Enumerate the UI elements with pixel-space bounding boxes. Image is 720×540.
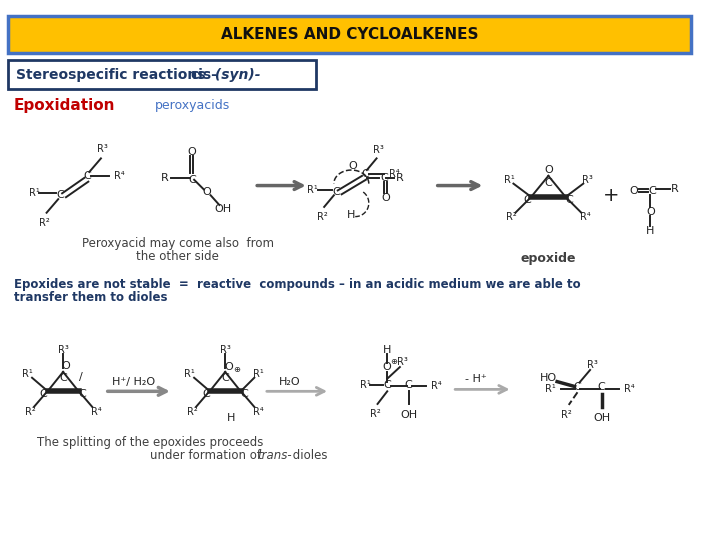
Text: Epoxidation: Epoxidation [14, 98, 115, 112]
Text: R⁴: R⁴ [390, 169, 400, 179]
Text: O: O [544, 165, 553, 175]
Text: O: O [202, 187, 211, 197]
Text: O: O [348, 161, 356, 171]
Text: C: C [221, 373, 229, 383]
Text: R⁴: R⁴ [431, 381, 441, 391]
Text: ALKENES AND CYCLOALKENES: ALKENES AND CYCLOALKENES [220, 26, 478, 42]
Text: R¹: R¹ [253, 369, 264, 379]
Text: R²: R² [317, 212, 328, 222]
Text: C: C [56, 190, 64, 200]
Text: C: C [361, 169, 369, 179]
Text: OH: OH [593, 413, 611, 423]
Text: R: R [161, 173, 169, 183]
Text: R¹: R¹ [504, 175, 515, 185]
Text: C: C [59, 373, 67, 383]
Text: C: C [380, 173, 388, 183]
Text: C: C [240, 389, 248, 399]
Text: R⁴: R⁴ [91, 407, 102, 417]
Text: peroxyacids: peroxyacids [156, 98, 230, 111]
Text: ⊕: ⊕ [390, 357, 397, 366]
Text: - H⁺: - H⁺ [464, 374, 487, 384]
Text: Peroxyacid may come also  from: Peroxyacid may come also from [81, 237, 274, 251]
Text: R¹: R¹ [22, 369, 32, 379]
Text: R¹: R¹ [184, 369, 194, 379]
Text: epoxide: epoxide [521, 252, 576, 265]
Text: R¹: R¹ [545, 384, 556, 394]
Text: C: C [523, 195, 531, 205]
Text: C: C [574, 382, 581, 393]
Text: H: H [227, 414, 235, 423]
Text: the other side: the other side [136, 250, 219, 263]
Text: O: O [629, 186, 638, 197]
Text: H: H [383, 345, 392, 355]
Text: C: C [189, 175, 196, 185]
Text: R²: R² [40, 218, 50, 227]
Text: O: O [188, 146, 197, 157]
Text: O: O [62, 361, 71, 371]
Text: dioles: dioles [289, 449, 328, 462]
Text: R³: R³ [582, 175, 593, 185]
Text: Epoxides are not stable  =  reactive  compounds – in an acidic medium we are abl: Epoxides are not stable = reactive compo… [14, 278, 580, 291]
Text: R⁴: R⁴ [580, 212, 590, 221]
Text: trans-: trans- [257, 449, 292, 462]
Text: C: C [598, 382, 606, 393]
Text: H₂O: H₂O [279, 376, 300, 387]
Text: cis-: cis- [190, 68, 217, 82]
Text: C: C [40, 389, 48, 399]
Text: Stereospecific reactions: Stereospecific reactions [16, 68, 215, 82]
Text: H⁺/ H₂O: H⁺/ H₂O [112, 376, 156, 387]
Text: R²: R² [24, 407, 35, 417]
Text: H: H [347, 210, 356, 220]
Text: C: C [202, 389, 210, 399]
Text: R: R [670, 185, 678, 194]
Text: R³: R³ [220, 345, 230, 355]
Text: C: C [332, 187, 340, 197]
Text: /: / [78, 372, 82, 382]
Text: R²: R² [562, 410, 572, 420]
Text: O: O [381, 193, 390, 203]
Text: C: C [544, 178, 552, 188]
Text: OH: OH [215, 204, 232, 214]
FancyBboxPatch shape [8, 60, 316, 90]
Text: R¹: R¹ [359, 380, 370, 389]
FancyBboxPatch shape [8, 16, 691, 52]
Text: R⁴: R⁴ [114, 171, 125, 181]
Text: under formation of: under formation of [150, 449, 265, 462]
Text: R³: R³ [97, 144, 108, 153]
Text: C: C [566, 195, 574, 205]
Text: R⁴: R⁴ [253, 407, 264, 417]
Text: C: C [383, 380, 391, 389]
Text: R³: R³ [397, 357, 408, 367]
Text: R²: R² [506, 212, 517, 221]
Text: R³: R³ [58, 345, 68, 355]
Text: (syn)-: (syn)- [210, 68, 260, 82]
Text: C: C [405, 380, 413, 389]
Text: C: C [84, 171, 91, 181]
Text: R: R [396, 173, 404, 183]
Text: R³: R³ [373, 145, 384, 154]
Text: +: + [603, 186, 620, 205]
Text: R²: R² [370, 409, 381, 419]
Text: HO: HO [540, 373, 557, 383]
Text: R¹: R¹ [307, 185, 318, 195]
Text: R²: R² [186, 407, 197, 417]
Text: R¹: R¹ [29, 188, 40, 198]
Text: ⊕: ⊕ [233, 366, 240, 374]
Text: O: O [646, 207, 654, 217]
Text: R³: R³ [587, 360, 598, 370]
Text: H: H [646, 226, 654, 236]
Text: O: O [383, 362, 392, 372]
Text: The splitting of the epoxides proceeds: The splitting of the epoxides proceeds [37, 436, 264, 449]
Text: OH: OH [400, 410, 417, 420]
Text: C: C [648, 186, 656, 197]
Text: C: C [78, 389, 86, 399]
Text: O: O [225, 362, 233, 372]
Text: R⁴: R⁴ [624, 384, 635, 394]
Text: transfer them to dioles: transfer them to dioles [14, 291, 167, 303]
